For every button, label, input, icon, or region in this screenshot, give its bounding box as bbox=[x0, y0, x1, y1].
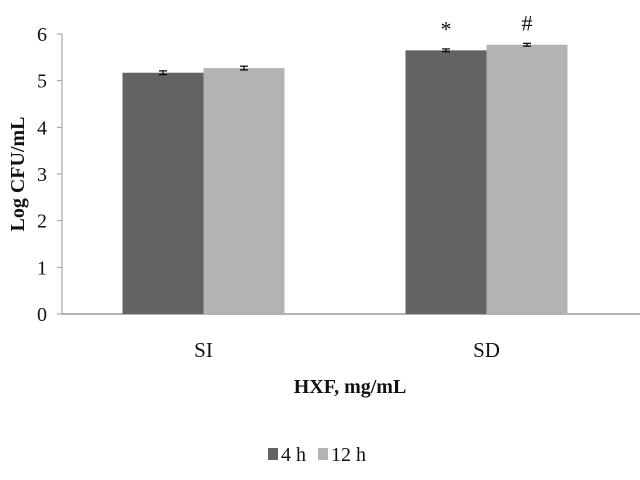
x-tick-label: SD bbox=[473, 338, 500, 362]
y-tick-label: 6 bbox=[37, 24, 47, 46]
legend-label: 4 h bbox=[281, 444, 306, 466]
legend-swatch bbox=[318, 448, 328, 460]
x-axis-title: HXF, mg/mL bbox=[294, 376, 407, 398]
bar-SI-12h bbox=[203, 68, 285, 314]
y-tick-label: 5 bbox=[37, 71, 47, 93]
significance-marker: # bbox=[522, 11, 533, 36]
y-tick-label: 3 bbox=[37, 164, 47, 186]
y-tick-label: 2 bbox=[37, 211, 47, 233]
y-axis-title: Log CFU/mL bbox=[7, 117, 29, 232]
legend-swatch bbox=[268, 448, 278, 460]
bar-SI-4h bbox=[122, 72, 204, 314]
y-tick-label: 0 bbox=[37, 304, 47, 326]
legend-label: 12 h bbox=[331, 444, 366, 466]
bar-SD-12h bbox=[486, 44, 568, 314]
x-tick-label: SI bbox=[194, 338, 213, 362]
bar-SD-4h bbox=[405, 50, 487, 314]
significance-marker: * bbox=[441, 16, 452, 41]
y-tick-label: 1 bbox=[37, 257, 47, 279]
y-tick-label: 4 bbox=[37, 117, 47, 139]
